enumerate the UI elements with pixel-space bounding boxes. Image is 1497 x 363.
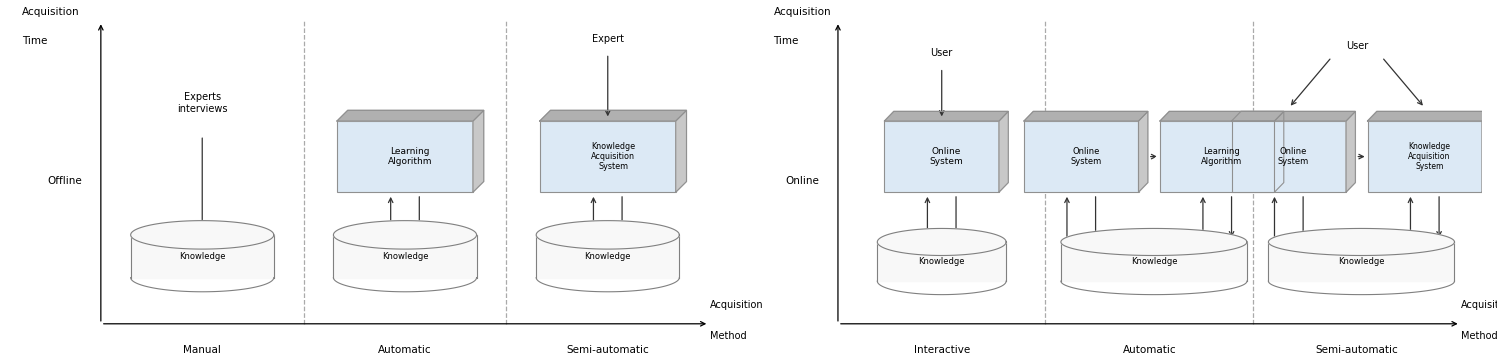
FancyBboxPatch shape: [1368, 121, 1482, 192]
Text: Online: Online: [786, 176, 819, 187]
Polygon shape: [877, 242, 1006, 281]
Polygon shape: [536, 235, 680, 278]
Text: Knowledge: Knowledge: [382, 252, 428, 261]
Text: Offline: Offline: [48, 176, 82, 187]
Polygon shape: [337, 110, 484, 121]
FancyBboxPatch shape: [540, 121, 675, 192]
Polygon shape: [998, 111, 1009, 192]
Text: Learning
Algorithm: Learning Algorithm: [1201, 147, 1243, 166]
Text: Time: Time: [22, 36, 48, 46]
Text: Automatic: Automatic: [1123, 345, 1177, 355]
Text: Knowledge: Knowledge: [1338, 257, 1385, 266]
Text: Time: Time: [774, 36, 799, 46]
Polygon shape: [130, 235, 274, 278]
Polygon shape: [1139, 111, 1148, 192]
Text: Automatic: Automatic: [379, 345, 431, 355]
Polygon shape: [1061, 228, 1247, 256]
Text: Knowledge: Knowledge: [919, 257, 966, 266]
Text: Acquisition: Acquisition: [774, 7, 831, 17]
Text: Interactive: Interactive: [913, 345, 970, 355]
FancyBboxPatch shape: [337, 121, 473, 192]
Text: Semi-automatic: Semi-automatic: [566, 345, 650, 355]
Text: Acquisition: Acquisition: [710, 299, 763, 310]
Text: Method: Method: [710, 331, 747, 341]
Polygon shape: [536, 221, 680, 249]
Polygon shape: [1268, 242, 1455, 281]
Polygon shape: [1274, 111, 1284, 192]
Polygon shape: [1346, 111, 1355, 192]
Text: Semi-automatic: Semi-automatic: [1316, 345, 1398, 355]
Polygon shape: [675, 110, 687, 192]
Polygon shape: [885, 111, 1009, 121]
Polygon shape: [1268, 228, 1455, 256]
Text: Experts
interviews: Experts interviews: [177, 93, 228, 114]
Text: Knowledge
Acquisition
System: Knowledge Acquisition System: [1409, 142, 1451, 171]
Polygon shape: [130, 221, 274, 249]
Text: Online
System: Online System: [930, 147, 963, 166]
Text: Learning
Algorithm: Learning Algorithm: [388, 147, 433, 166]
Polygon shape: [540, 110, 687, 121]
Text: Knowledge: Knowledge: [584, 252, 632, 261]
Polygon shape: [334, 235, 476, 278]
Polygon shape: [1160, 111, 1284, 121]
Polygon shape: [1232, 111, 1355, 121]
Text: Acquisition: Acquisition: [22, 7, 79, 17]
Text: Knowledge
Acquisition
System: Knowledge Acquisition System: [591, 142, 635, 171]
Polygon shape: [1368, 111, 1491, 121]
Polygon shape: [877, 228, 1006, 256]
Polygon shape: [473, 110, 484, 192]
Text: Knowledge: Knowledge: [1130, 257, 1177, 266]
FancyBboxPatch shape: [1232, 121, 1346, 192]
Text: Manual: Manual: [183, 345, 222, 355]
Polygon shape: [1482, 111, 1491, 192]
Text: Acquisition: Acquisition: [1461, 299, 1497, 310]
Text: Method: Method: [1461, 331, 1497, 341]
Text: User: User: [931, 48, 954, 58]
Text: Online
System: Online System: [1070, 147, 1102, 166]
FancyBboxPatch shape: [1024, 121, 1139, 192]
Text: Expert: Expert: [591, 34, 624, 44]
FancyBboxPatch shape: [885, 121, 998, 192]
Text: Knowledge: Knowledge: [180, 252, 226, 261]
Polygon shape: [334, 221, 476, 249]
Text: Online
System: Online System: [1278, 147, 1308, 166]
Polygon shape: [1061, 242, 1247, 281]
Text: User: User: [1346, 41, 1368, 51]
FancyBboxPatch shape: [1160, 121, 1274, 192]
Polygon shape: [1024, 111, 1148, 121]
